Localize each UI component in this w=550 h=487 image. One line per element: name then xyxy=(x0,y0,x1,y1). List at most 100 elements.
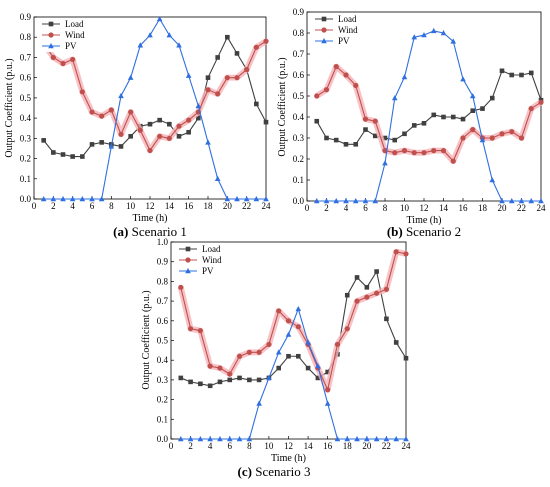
data-point-load xyxy=(450,114,456,120)
subplot-caption: (c) Scenario 3 xyxy=(238,464,311,479)
x-tick-label: 22 xyxy=(382,441,391,451)
data-point-wind xyxy=(178,284,184,290)
data-point-pv xyxy=(393,436,400,442)
legend-marker-load xyxy=(185,246,191,252)
data-point-wind xyxy=(176,123,182,129)
data-point-wind xyxy=(79,89,85,95)
data-point-wind xyxy=(128,109,134,115)
caption-title: Scenario 1 xyxy=(128,224,186,239)
data-point-pv xyxy=(430,27,437,34)
data-point-wind xyxy=(236,353,243,359)
data-point-pv xyxy=(263,196,269,202)
data-point-load xyxy=(176,134,182,139)
data-point-pv xyxy=(253,196,260,202)
data-point-load xyxy=(489,95,495,101)
x-tick-label: 24 xyxy=(262,201,272,211)
data-point-pv xyxy=(352,198,359,204)
data-point-pv xyxy=(315,363,321,369)
data-point-pv xyxy=(187,436,194,442)
data-point-pv xyxy=(224,196,231,202)
data-point-load xyxy=(227,377,233,383)
data-point-load xyxy=(353,142,359,147)
data-point-pv xyxy=(450,38,457,44)
x-tick-label: 22 xyxy=(517,203,526,213)
data-point-pv xyxy=(177,436,184,442)
data-point-load xyxy=(225,34,230,40)
y-tick-label: 0.0 xyxy=(157,434,169,444)
data-point-pv xyxy=(137,42,144,48)
data-point-pv xyxy=(383,436,390,442)
x-tick-label: 18 xyxy=(343,441,353,451)
data-point-pv xyxy=(60,196,66,202)
data-point-load xyxy=(460,116,466,122)
data-point-load xyxy=(392,137,398,143)
data-point-load xyxy=(237,375,242,381)
data-point-load xyxy=(343,142,349,147)
data-point-pv xyxy=(323,198,330,204)
data-point-pv xyxy=(324,400,331,406)
data-point-load xyxy=(178,375,184,381)
data-point-load xyxy=(295,353,301,359)
legend-marker-wind xyxy=(321,27,327,33)
data-point-load xyxy=(188,379,193,385)
data-point-pv xyxy=(69,196,76,202)
x-tick-label: 16 xyxy=(323,441,333,451)
data-point-wind xyxy=(374,290,380,296)
data-point-load xyxy=(147,121,153,127)
data-point-pv xyxy=(508,198,515,204)
y-tick-label: 0.1 xyxy=(20,174,31,184)
legend-marker-pv xyxy=(48,43,54,49)
data-point-load xyxy=(128,134,133,139)
data-point-pv xyxy=(207,436,213,442)
x-tick-label: 0 xyxy=(32,201,37,211)
data-point-wind xyxy=(118,131,124,137)
chart-3: 0.00.10.20.30.40.50.60.70.80.91.00 2 4 6 8 10… xyxy=(141,237,411,479)
x-tick-label: 24 xyxy=(537,203,547,213)
data-point-load xyxy=(499,68,505,74)
data-point-pv xyxy=(489,177,496,183)
data-point-load xyxy=(205,75,211,80)
caption-letter: (b) xyxy=(387,224,403,239)
x-tick-label: 20 xyxy=(223,201,233,211)
x-tick-label: 4 xyxy=(208,441,213,451)
data-point-wind xyxy=(60,60,66,67)
data-point-load xyxy=(80,154,85,159)
x-tick-label: 12 xyxy=(420,203,429,213)
y-tick-label: 0.9 xyxy=(20,12,32,22)
x-tick-label: 2 xyxy=(324,203,329,213)
y-axis-label: Output Coefficient (p.u.) xyxy=(141,290,152,389)
data-point-pv xyxy=(185,72,192,78)
y-tick-label: 0.6 xyxy=(293,70,305,80)
x-tick-label: 12 xyxy=(284,441,293,451)
data-point-load xyxy=(186,129,191,135)
data-point-wind xyxy=(285,318,292,324)
data-point-wind xyxy=(392,150,398,156)
y-tick-label: 0.0 xyxy=(293,196,305,206)
series-wind xyxy=(41,38,269,154)
y-tick-label: 0.5 xyxy=(157,336,169,346)
subplot-caption: (a) Scenario 1 xyxy=(113,224,187,239)
data-point-wind xyxy=(70,56,76,63)
data-point-load xyxy=(470,108,476,113)
y-tick-label: 0.9 xyxy=(157,257,169,267)
data-point-load xyxy=(286,353,291,359)
data-point-wind xyxy=(314,93,320,99)
data-point-pv xyxy=(205,139,211,145)
series-pv xyxy=(313,27,544,204)
data-point-load xyxy=(384,316,389,322)
legend-marker-wind xyxy=(185,257,191,263)
legend-marker-pv xyxy=(321,38,327,44)
legend-label-load: Load xyxy=(338,14,357,24)
data-point-load xyxy=(167,121,172,127)
data-point-load xyxy=(519,72,524,78)
data-point-wind xyxy=(186,117,192,123)
data-point-pv xyxy=(343,198,349,204)
data-point-wind xyxy=(334,341,341,348)
y-tick-label: 0.7 xyxy=(293,49,305,59)
data-point-load xyxy=(254,101,259,107)
chart-2: 0.00.10.20.30.40.50.60.70.80.90 2 4 6 8 10 12 1… xyxy=(277,7,546,239)
data-point-load xyxy=(51,150,56,155)
data-point-pv xyxy=(469,93,476,99)
series-load xyxy=(178,269,409,389)
data-point-wind xyxy=(99,113,105,119)
